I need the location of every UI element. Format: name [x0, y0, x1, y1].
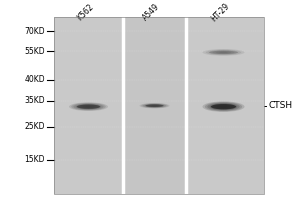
Ellipse shape [82, 105, 94, 108]
Ellipse shape [209, 50, 238, 55]
Ellipse shape [145, 104, 164, 107]
Ellipse shape [210, 103, 237, 110]
Ellipse shape [216, 51, 231, 54]
Ellipse shape [146, 104, 164, 107]
Text: 35KD: 35KD [24, 96, 45, 105]
Ellipse shape [217, 105, 230, 108]
Ellipse shape [150, 105, 159, 107]
Text: 25KD: 25KD [25, 122, 45, 131]
Ellipse shape [214, 104, 232, 109]
Ellipse shape [206, 50, 241, 55]
Ellipse shape [140, 103, 169, 108]
Text: K562: K562 [75, 2, 95, 22]
Text: HT-29: HT-29 [209, 1, 231, 23]
Bar [54, 17, 123, 194]
Text: 15KD: 15KD [25, 155, 45, 164]
Bar [123, 17, 186, 194]
Ellipse shape [78, 104, 99, 109]
Ellipse shape [148, 105, 161, 107]
Ellipse shape [219, 106, 228, 108]
Bar [186, 17, 264, 194]
Ellipse shape [76, 104, 101, 109]
Ellipse shape [77, 105, 100, 109]
Text: 70KD: 70KD [24, 27, 45, 36]
Ellipse shape [207, 103, 240, 111]
Ellipse shape [69, 102, 108, 111]
Text: 40KD: 40KD [24, 75, 45, 84]
Text: A549: A549 [141, 2, 161, 22]
Ellipse shape [152, 105, 158, 106]
Ellipse shape [202, 101, 244, 112]
Ellipse shape [202, 49, 244, 56]
Ellipse shape [71, 103, 106, 110]
Ellipse shape [80, 105, 97, 109]
Ellipse shape [219, 52, 228, 53]
Ellipse shape [143, 104, 166, 108]
Ellipse shape [209, 51, 238, 54]
Text: CTSH: CTSH [268, 101, 292, 110]
Bar [54, 17, 264, 194]
Text: 55KD: 55KD [24, 47, 45, 56]
Ellipse shape [85, 106, 92, 108]
Ellipse shape [74, 103, 104, 110]
Ellipse shape [141, 103, 168, 108]
Ellipse shape [212, 104, 235, 110]
Ellipse shape [213, 51, 234, 54]
Bar [54, 17, 264, 194]
Ellipse shape [205, 102, 242, 111]
Ellipse shape [211, 104, 236, 109]
Ellipse shape [146, 104, 163, 107]
